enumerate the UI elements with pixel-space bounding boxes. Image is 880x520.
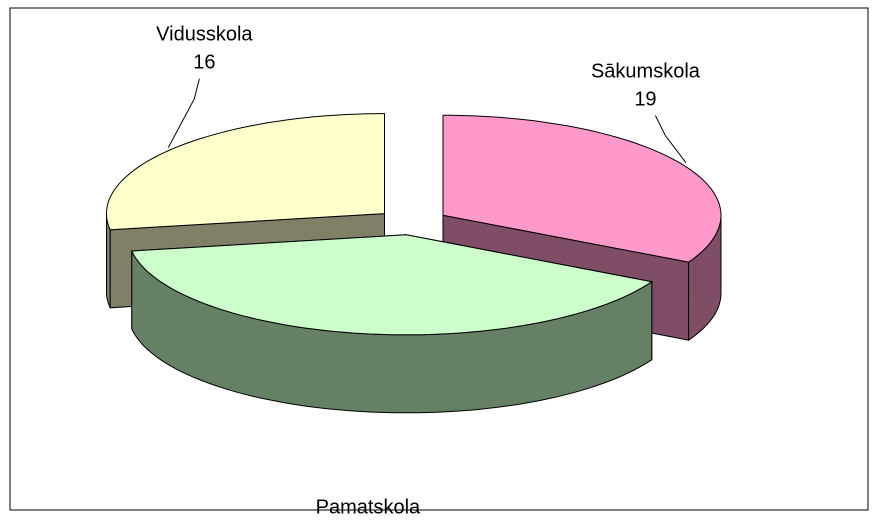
data-label-name: Pamatskola [316,496,421,518]
pie-slice [131,234,654,414]
slice-top [131,234,654,336]
data-label-name: Sākumskola [591,61,701,83]
data-label-value: 16 [193,52,215,74]
slice-top [106,113,385,231]
slice-top [442,114,722,263]
leader-line [167,78,200,148]
leader-line [654,115,687,164]
data-label-name: Vidusskola [156,24,253,46]
data-label-value: 19 [634,89,656,111]
